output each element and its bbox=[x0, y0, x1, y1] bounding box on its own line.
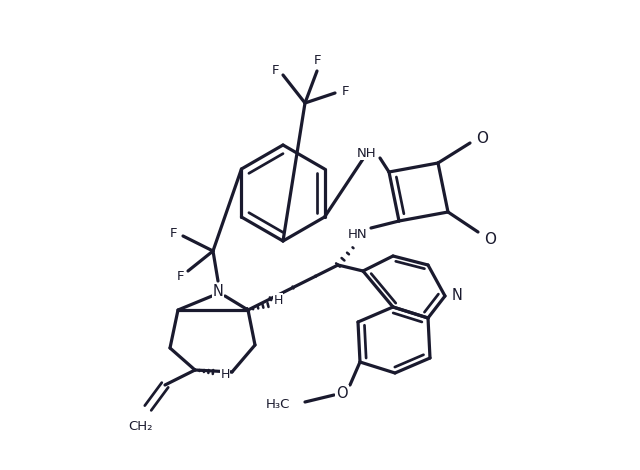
Text: CH₂: CH₂ bbox=[128, 420, 152, 432]
Text: F: F bbox=[341, 85, 349, 97]
Text: F: F bbox=[169, 227, 177, 240]
Text: F: F bbox=[214, 287, 221, 299]
Text: F: F bbox=[271, 63, 279, 77]
Text: N: N bbox=[212, 284, 223, 299]
Text: F: F bbox=[313, 54, 321, 66]
Text: H: H bbox=[273, 293, 283, 306]
Text: O: O bbox=[476, 131, 488, 146]
Text: H: H bbox=[220, 368, 230, 382]
Text: NH: NH bbox=[357, 147, 377, 159]
Text: O: O bbox=[484, 232, 496, 246]
Text: N: N bbox=[452, 289, 463, 304]
Text: H₃C: H₃C bbox=[266, 398, 290, 410]
Text: HN: HN bbox=[348, 227, 368, 241]
Text: O: O bbox=[336, 385, 348, 400]
Text: F: F bbox=[176, 269, 184, 282]
